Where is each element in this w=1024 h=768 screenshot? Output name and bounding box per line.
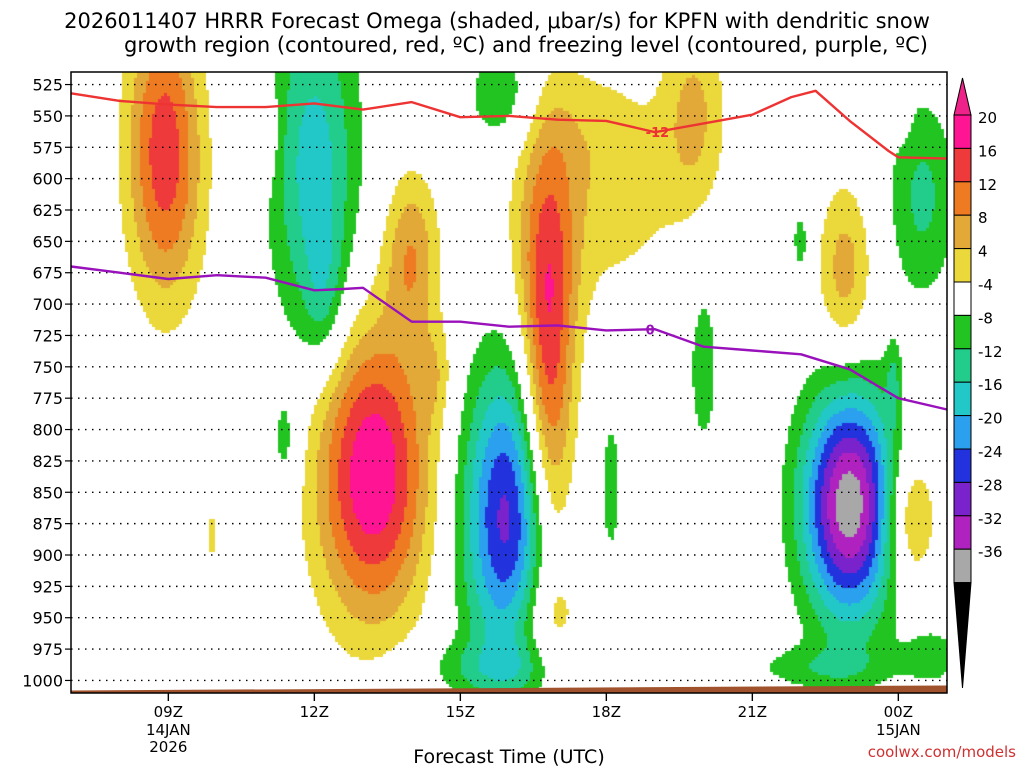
colorbar: 20 16 12 8 4 -4 -8 -12 -16 -20 -24 -28 -32 -36 [953, 77, 1003, 689]
colorbar-bin-2 [953, 181, 972, 216]
colorbar-under-triangle [953, 582, 972, 689]
y-tick-label-1000: 1000 [22, 671, 63, 690]
colorbar-label-0: 20 [978, 109, 997, 127]
colorbar-label-13: -36 [978, 543, 1003, 561]
colorbar-bin-9 [953, 415, 972, 450]
x-tick-label-09Z: 09Z [154, 703, 183, 721]
colorbar-label-9: -20 [978, 410, 1003, 428]
colorbar-bin-6 [953, 314, 972, 350]
dendritic-contour-label: -12 [646, 126, 670, 141]
y-tick-label-550: 550 [32, 107, 63, 126]
colorbar-bin-5 [953, 281, 972, 316]
x-axis-label: Forecast Time (UTC) [413, 746, 604, 768]
freezing-level-contour-line [70, 265, 948, 411]
colorbar-label-7: -12 [978, 343, 1003, 361]
colorbar-label-5: -4 [978, 276, 993, 294]
colorbar-bin-7 [953, 348, 972, 383]
colorbar-label-6: -8 [978, 309, 993, 327]
x-tick-label-00Z-sub1: 15JAN [876, 721, 921, 739]
y-tick-label-875: 875 [32, 515, 63, 534]
x-tick-label-09Z-sub1: 14JAN [146, 721, 191, 739]
colorbar-bin-13 [953, 548, 972, 584]
y-tick-label-600: 600 [32, 170, 63, 189]
contours: -12 0 [70, 89, 948, 411]
chart-title-line-1: 2026011407 HRRR Forecast Omega (shaded, … [64, 9, 930, 33]
y-tick-label-700: 700 [32, 295, 63, 314]
chart-title: 2026011407 HRRR Forecast Omega (shaded, … [64, 9, 930, 57]
x-tick-label-15Z: 15Z [446, 703, 475, 721]
colorbar-label-4: 4 [978, 243, 988, 261]
y-tick-label-900: 900 [32, 546, 63, 565]
omega-shaded-field [71, 72, 947, 693]
y-tick-label-725: 725 [32, 326, 63, 345]
colorbar-bin-10 [953, 448, 972, 483]
omega-shading-image [71, 72, 947, 693]
colorbar-label-10: -24 [978, 443, 1003, 461]
y-tick-label-525: 525 [32, 76, 63, 95]
colorbar-bin-1 [953, 147, 972, 183]
plot-frame [70, 71, 948, 694]
colorbar-label-8: -16 [978, 376, 1003, 394]
terrain-fill [71, 685, 947, 693]
colorbar-label-11: -28 [978, 476, 1003, 494]
y-tick-label-575: 575 [32, 138, 63, 157]
y-tick-label-775: 775 [32, 389, 63, 408]
y-tick-label-675: 675 [32, 264, 63, 283]
y-tick-label-750: 750 [32, 358, 63, 377]
terrain-band [71, 685, 947, 693]
x-tick-label-00Z: 00Z [884, 703, 913, 721]
colorbar-bin-4 [953, 248, 972, 283]
chart-title-line-2: growth region (contoured, red, ºC) and f… [124, 33, 928, 57]
colorbar-bin-3 [953, 214, 972, 250]
y-tick-label-625: 625 [32, 201, 63, 220]
x-tick-label-18Z: 18Z [592, 703, 621, 721]
pressure-axis: 525 550 575 600 625 650 675 700 725 750 775 800 825 8… [22, 76, 71, 690]
dendritic-contour-line [70, 89, 948, 160]
y-tick-label-650: 650 [32, 232, 63, 251]
y-tick-label-800: 800 [32, 421, 63, 440]
y-tick-label-850: 850 [32, 483, 63, 502]
colorbar-bin-11 [953, 481, 972, 517]
x-tick-label-12Z: 12Z [300, 703, 329, 721]
colorbar-label-2: 12 [978, 176, 997, 194]
y-tick-label-925: 925 [32, 577, 63, 596]
y-tick-label-975: 975 [32, 640, 63, 659]
y-tick-label-950: 950 [32, 609, 63, 628]
x-tick-label-09Z-sub2: 2026 [149, 738, 187, 756]
y-tick-label-825: 825 [32, 452, 63, 471]
colorbar-bin-0 [953, 114, 972, 149]
credit-text: coolwx.com/models [868, 743, 1016, 761]
colorbar-bin-12 [953, 515, 972, 550]
x-tick-label-21Z: 21Z [738, 703, 767, 721]
freezing-level-contour-label: 0 [646, 323, 655, 338]
colorbar-label-1: 16 [978, 142, 997, 160]
colorbar-over-triangle [953, 77, 972, 116]
colorbar-label-12: -32 [978, 510, 1003, 528]
colorbar-bin-8 [953, 381, 972, 417]
colorbar-label-3: 8 [978, 209, 988, 227]
